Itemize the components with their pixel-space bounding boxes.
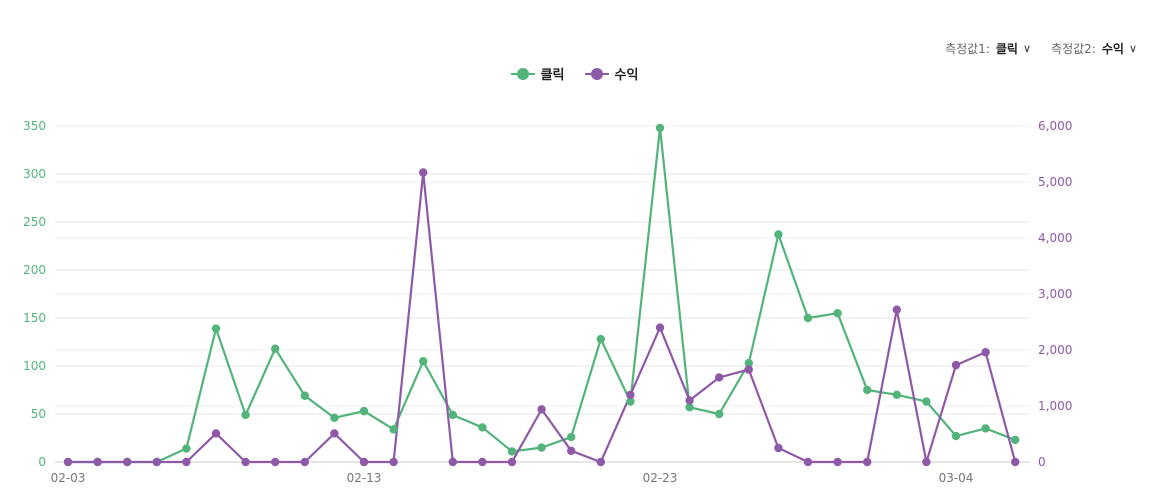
data-point-revenue — [330, 429, 339, 438]
data-point-clicks — [715, 409, 724, 419]
data-point-revenue — [596, 457, 605, 467]
measure2-label: 측정값2: — [1051, 42, 1096, 56]
data-point-clicks — [981, 424, 990, 433]
data-point-revenue — [300, 457, 309, 467]
data-point-revenue — [863, 457, 872, 467]
data-point-revenue — [241, 457, 250, 467]
data-point-clicks — [626, 397, 635, 406]
data-point-clicks — [389, 425, 398, 434]
y-right-tick-label: 6,000 — [1038, 119, 1072, 133]
legend-item-revenue[interactable]: 수익 — [584, 64, 639, 83]
y-right-tick-label: 3,000 — [1038, 287, 1072, 301]
data-point-revenue — [567, 446, 576, 455]
y-right-tick-label: 5,000 — [1038, 175, 1072, 189]
data-point-revenue — [803, 457, 813, 467]
measure2-dropdown[interactable]: 측정값2: 수익 ∨ — [1051, 40, 1137, 57]
data-point-clicks — [803, 313, 813, 323]
y-right-tick-label: 4,000 — [1038, 231, 1072, 245]
data-point-revenue — [123, 457, 132, 467]
data-point-clicks — [241, 410, 250, 420]
data-point-revenue — [951, 360, 961, 370]
y-left-tick-label: 300 — [23, 167, 46, 181]
measure2-value: 수익 — [1101, 42, 1124, 56]
x-tick-label: 02-23 — [643, 471, 678, 485]
chevron-down-icon: ∨ — [1128, 42, 1137, 55]
data-point-revenue — [419, 168, 428, 177]
data-point-revenue — [892, 305, 901, 314]
legend-swatch-clicks — [510, 67, 535, 80]
data-point-clicks — [537, 443, 546, 452]
x-tick-label: 02-03 — [51, 471, 86, 485]
data-point-clicks — [182, 444, 191, 453]
legend-item-clicks[interactable]: 클릭 — [510, 64, 565, 83]
y-left-tick-label: 350 — [23, 119, 46, 133]
data-point-clicks — [567, 432, 576, 442]
data-point-clicks — [448, 410, 457, 420]
data-point-revenue — [211, 429, 221, 438]
data-point-clicks — [774, 230, 783, 239]
measure1-label: 측정값1: — [945, 42, 990, 56]
chart-legend: 클릭 수익 — [0, 64, 1149, 83]
data-point-clicks — [1011, 435, 1020, 445]
data-point-revenue — [389, 457, 398, 467]
series-line-revenue — [68, 171, 1017, 464]
y-left-tick-label: 150 — [23, 311, 46, 325]
data-point-clicks — [655, 123, 665, 133]
y-left-tick-label: 0 — [38, 455, 46, 469]
data-point-clicks — [478, 423, 487, 432]
data-point-clicks — [330, 413, 339, 423]
data-point-revenue — [655, 323, 665, 332]
data-point-clicks — [922, 397, 931, 406]
data-point-revenue — [922, 457, 931, 467]
data-point-clicks — [507, 447, 517, 456]
y-left-tick-label: 50 — [31, 407, 46, 421]
data-point-clicks — [596, 334, 605, 344]
legend-label-clicks: 클릭 — [540, 68, 565, 83]
data-point-revenue — [774, 443, 783, 453]
x-tick-label: 02-13 — [347, 471, 382, 485]
measure-controls: 측정값1: 클릭 ∨ 측정값2: 수익 ∨ — [945, 40, 1137, 57]
data-point-revenue — [507, 457, 517, 467]
measure1-value: 클릭 — [995, 42, 1018, 56]
data-point-revenue — [182, 457, 191, 467]
y-right-tick-label: 1,000 — [1038, 399, 1072, 413]
y-left-tick-label: 200 — [23, 263, 46, 277]
data-point-revenue — [626, 390, 635, 399]
measure1-dropdown[interactable]: 측정값1: 클릭 ∨ — [945, 40, 1031, 57]
chevron-down-icon: ∨ — [1022, 42, 1032, 55]
legend-label-revenue: 수익 — [614, 68, 639, 83]
data-point-revenue — [1011, 457, 1020, 467]
data-point-clicks — [863, 385, 872, 395]
data-point-revenue — [744, 365, 753, 374]
data-point-revenue — [478, 457, 487, 467]
data-point-revenue — [685, 396, 694, 405]
data-point-clicks — [892, 390, 901, 399]
data-point-clicks — [685, 403, 694, 412]
data-point-clicks — [211, 324, 221, 333]
data-point-revenue — [359, 457, 369, 467]
y-right-tick-label: 0 — [1038, 455, 1046, 469]
data-point-revenue — [448, 457, 457, 467]
data-point-clicks — [744, 358, 753, 368]
data-point-revenue — [833, 457, 842, 467]
data-point-revenue — [981, 348, 990, 357]
data-point-revenue — [271, 457, 280, 467]
x-tick-label: 03-04 — [939, 471, 974, 485]
data-point-clicks — [833, 309, 842, 318]
y-left-tick-label: 250 — [23, 215, 46, 229]
data-point-clicks — [300, 391, 309, 400]
data-point-clicks — [419, 357, 428, 366]
y-left-tick-label: 100 — [23, 359, 46, 373]
data-point-revenue — [537, 405, 546, 414]
data-point-revenue — [715, 373, 724, 382]
data-point-clicks — [271, 344, 280, 353]
data-point-revenue — [63, 457, 73, 467]
data-point-revenue — [93, 457, 102, 467]
y-right-tick-label: 2,000 — [1038, 343, 1072, 357]
data-point-revenue — [152, 457, 161, 467]
legend-swatch-revenue — [584, 67, 609, 80]
data-point-clicks — [359, 406, 369, 416]
data-point-clicks — [951, 431, 961, 441]
